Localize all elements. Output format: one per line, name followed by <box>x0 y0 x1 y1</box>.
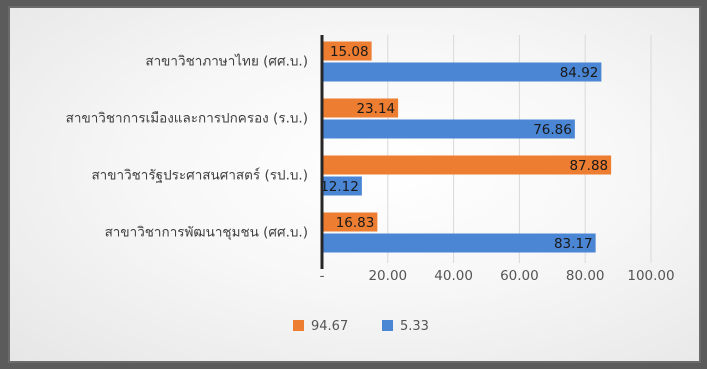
data-label: 83.17 <box>554 236 593 252</box>
data-label: 15.08 <box>330 44 369 60</box>
data-label: 84.92 <box>560 65 599 81</box>
x-tick-label: 80.00 <box>566 268 605 284</box>
data-label: 16.83 <box>336 215 375 231</box>
legend-swatch <box>293 320 304 331</box>
data-label: 12.12 <box>320 179 359 195</box>
bar <box>322 98 399 118</box>
bar <box>322 119 575 139</box>
data-label: 76.86 <box>533 122 572 138</box>
legend-label: 94.67 <box>311 319 348 334</box>
category-label: สาขาวิชารัฐประศาสนศาสตร์ (รป.บ.) <box>91 167 308 184</box>
data-label: 23.14 <box>356 101 395 117</box>
category-label: สาขาวิชาภาษาไทย (ศศ.บ.) <box>145 54 308 70</box>
x-tick-label: 100.00 <box>627 268 674 284</box>
category-label: สาขาวิชาการเมืองและการปกครอง (ร.บ.) <box>66 111 308 127</box>
x-tick-label: - <box>320 268 325 284</box>
legend-label: 5.33 <box>400 319 429 334</box>
chart-area: 15.08 84.92 สาขาวิชาภาษาไทย (ศศ.บ.) 23.14 76… <box>10 8 699 361</box>
x-tick-label: 20.00 <box>368 268 407 284</box>
x-tick-label: 60.00 <box>500 268 539 284</box>
x-tick-label: 40.00 <box>434 268 473 284</box>
bar-chart: 15.08 84.92 สาขาวิชาภาษาไทย (ศศ.บ.) 23.14 76… <box>66 35 675 334</box>
chart-frame: 15.08 84.92 สาขาวิชาภาษาไทย (ศศ.บ.) 23.14 76… <box>8 6 701 363</box>
bar <box>322 41 372 61</box>
bar <box>322 233 596 253</box>
bar <box>322 62 602 82</box>
legend-swatch <box>382 320 393 331</box>
bar <box>322 155 612 175</box>
data-label: 87.88 <box>569 158 608 174</box>
bar <box>322 212 378 232</box>
category-label: สาขาวิชาการพัฒนาชุมชน (ศศ.บ.) <box>105 225 308 241</box>
bar <box>322 176 362 196</box>
